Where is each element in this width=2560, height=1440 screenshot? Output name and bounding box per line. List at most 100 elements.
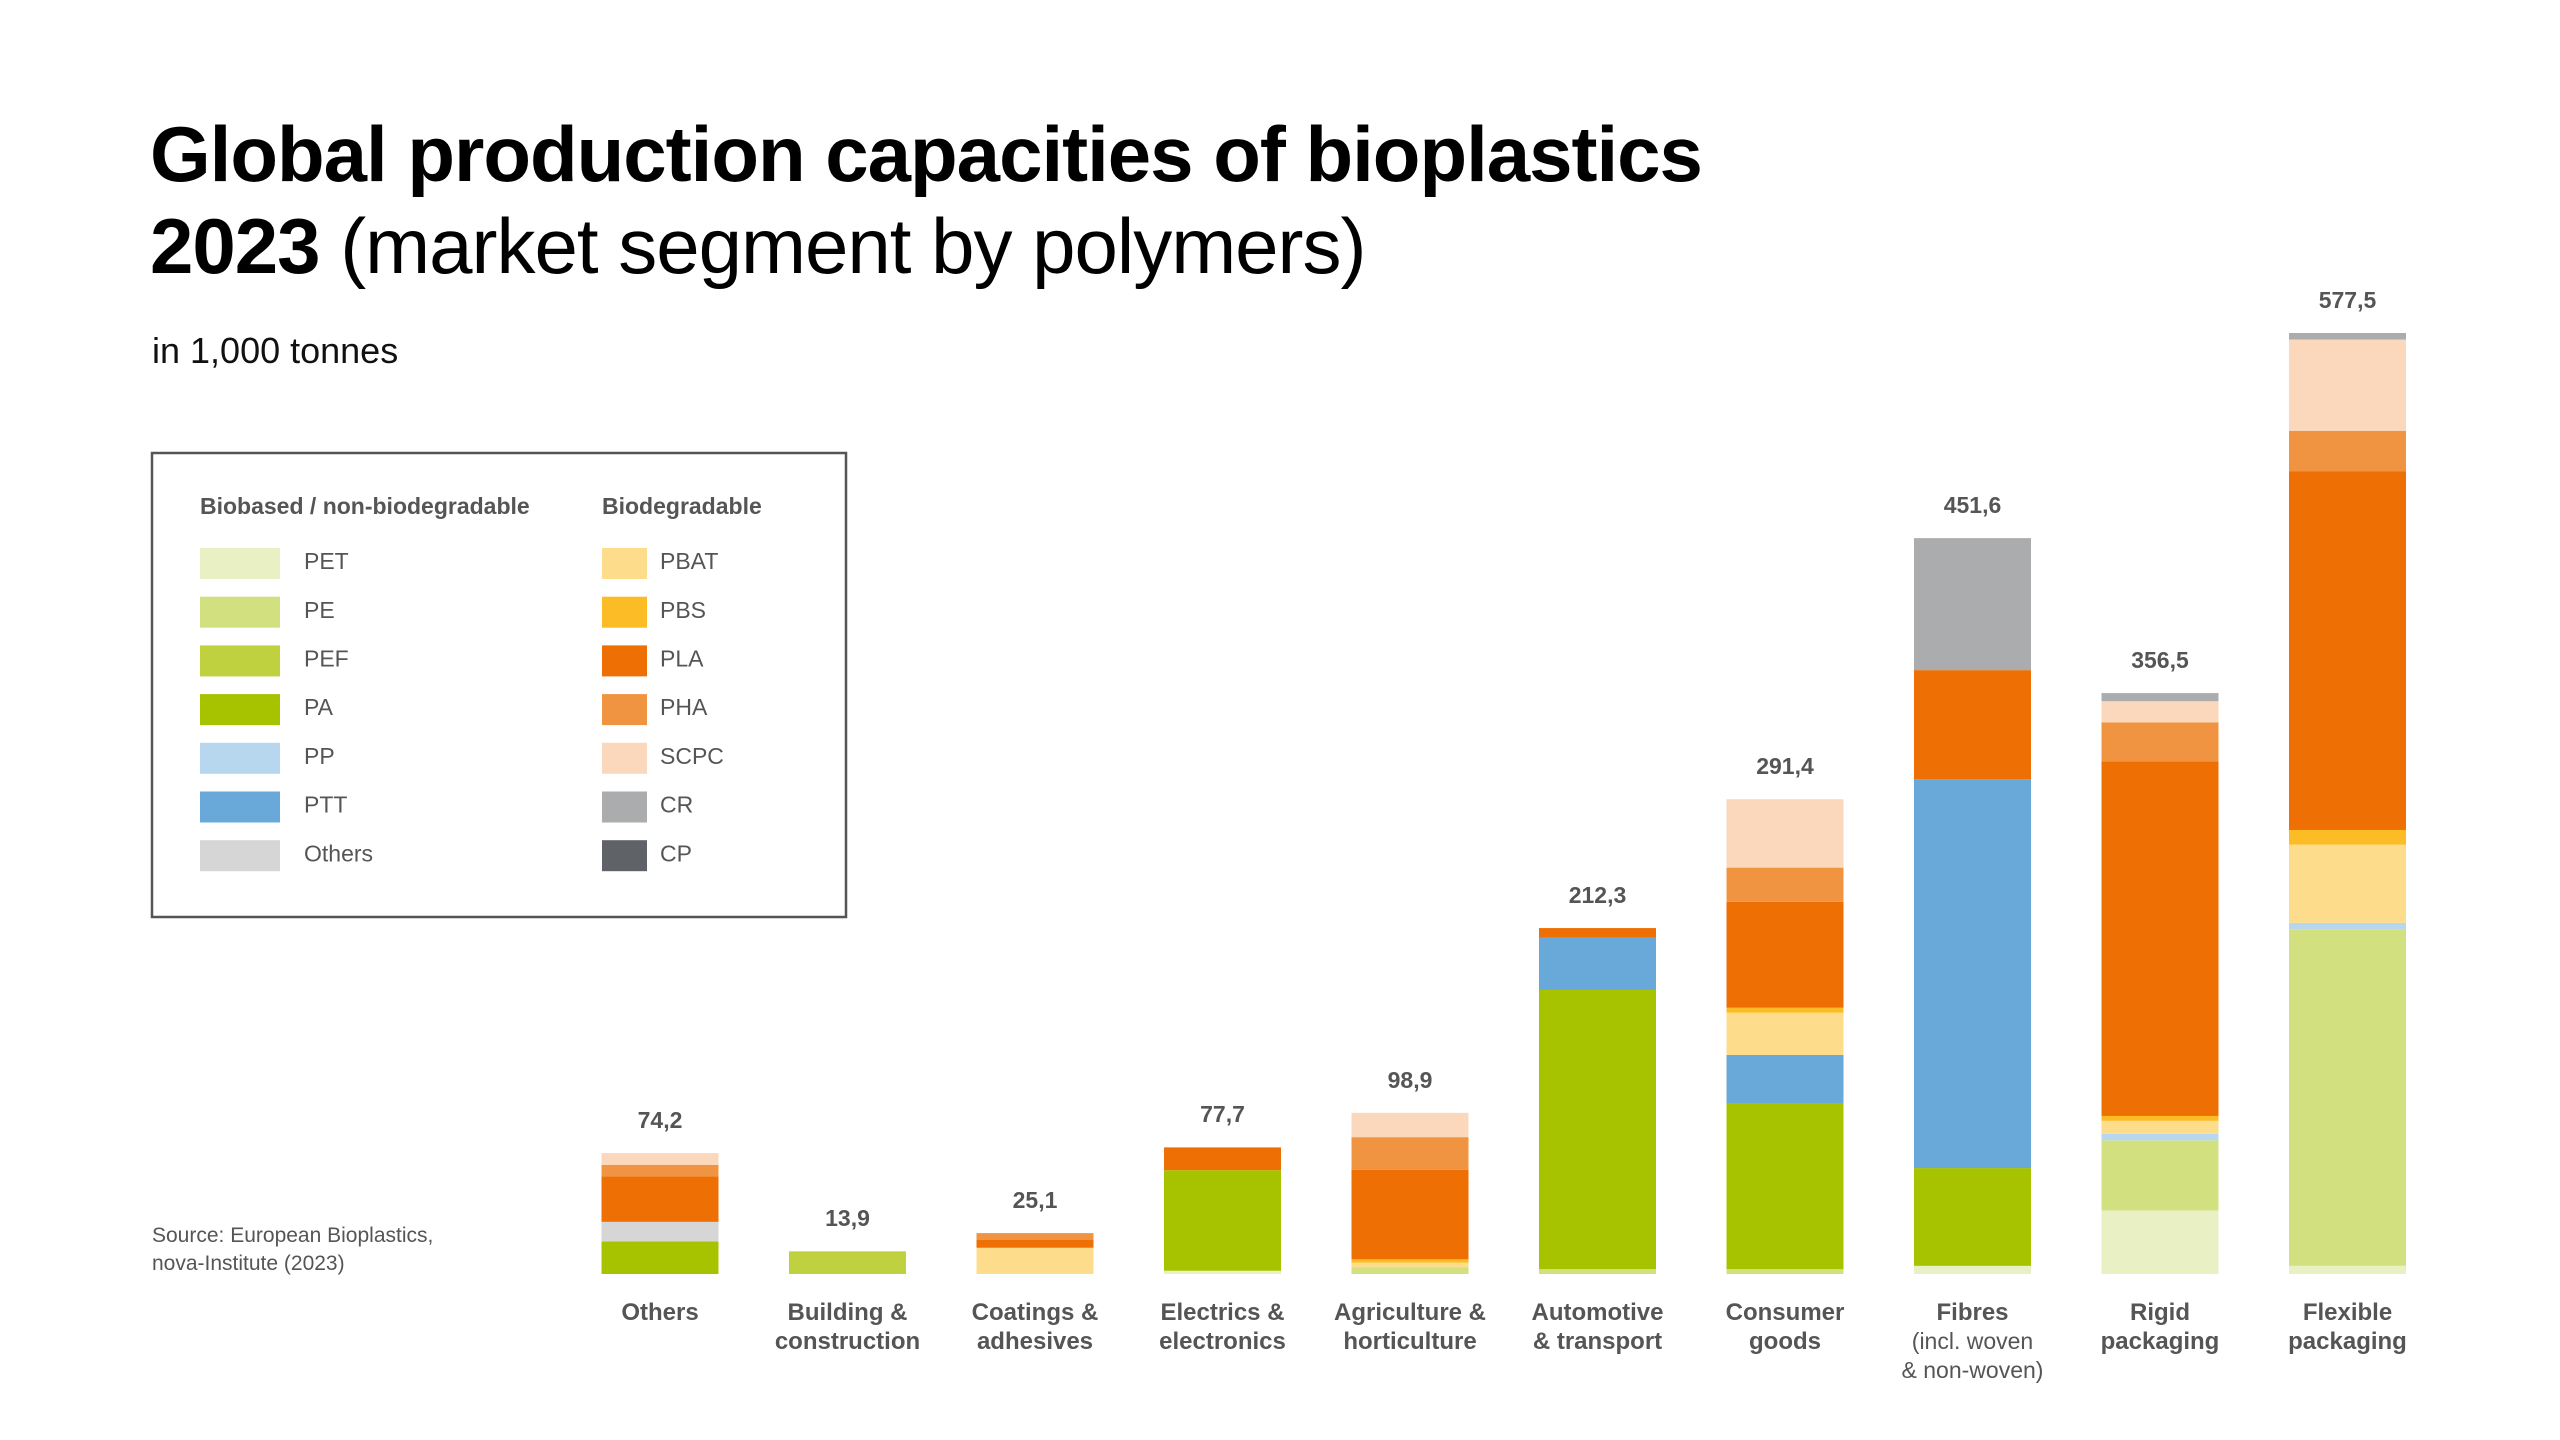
chart-title: Global production capacities of bioplast… <box>150 108 1703 292</box>
bar-segment <box>2289 430 2406 472</box>
bar-segment <box>976 1247 1094 1274</box>
bar-segment <box>789 1251 906 1274</box>
legend-label: PTT <box>304 792 347 818</box>
total-label: 74,2 <box>637 1107 683 1134</box>
bar-segment <box>1914 1265 2031 1274</box>
bar-segment <box>601 1153 719 1165</box>
legend-label: PP <box>304 743 335 769</box>
bar-segment <box>1351 1137 1469 1170</box>
legend-group-title: Biobased / non-biodegradable <box>200 493 530 519</box>
legend-label: PE <box>304 597 335 623</box>
x-tick-label: Others <box>621 1299 699 1326</box>
legend-swatch <box>200 596 280 628</box>
bar-segment <box>601 1241 719 1274</box>
unit-label: in 1,000 tonnes <box>152 330 399 371</box>
legend-swatch <box>200 694 280 726</box>
bar-segment <box>976 1233 1094 1240</box>
bar-segment <box>2101 1210 2219 1274</box>
total-label: 25,1 <box>1012 1187 1058 1214</box>
bar-segment <box>1539 1269 1656 1274</box>
total-label: 451,6 <box>1943 492 2002 519</box>
bar-segment <box>601 1164 719 1177</box>
legend-label: PBAT <box>660 548 718 574</box>
legend-swatch <box>602 840 647 872</box>
total-label: 356,5 <box>2131 647 2189 674</box>
legend-swatch <box>602 596 647 628</box>
bar-segment <box>2289 1265 2406 1274</box>
x-tick-label: Coatings & adhesives <box>971 1299 1099 1355</box>
bar-segment <box>2101 701 2219 723</box>
legend-label: PLA <box>660 645 704 671</box>
legend-swatch <box>200 791 280 823</box>
total-label: 13,9 <box>825 1205 870 1232</box>
legend-label: SCPC <box>660 743 724 769</box>
bar-segment <box>1726 1103 1844 1270</box>
category-note: (incl. woven & non-woven) <box>1901 1328 2044 1383</box>
bar-segment <box>1351 1259 1469 1263</box>
x-tick-label: Rigid packaging <box>2100 1299 2220 1355</box>
legend-swatch <box>602 791 647 823</box>
legend-group-title: Biodegradable <box>602 493 762 519</box>
bar-segment <box>1726 867 1844 902</box>
bar-segment <box>2101 1133 2219 1141</box>
bar-segment <box>1351 1262 1469 1268</box>
legend-swatch <box>200 548 280 579</box>
bar-segment <box>1164 1270 1281 1274</box>
legend-swatch <box>200 742 280 774</box>
x-tick-label: Electrics & electronics <box>1159 1299 1286 1355</box>
legend-swatch <box>200 840 280 872</box>
bar-segment <box>1726 1012 1844 1056</box>
bar-segment <box>1914 1168 2031 1266</box>
x-tick-label: Consumer goods <box>1725 1299 1845 1355</box>
bar-segment <box>2289 929 2406 1266</box>
bar-segment <box>1351 1169 1469 1260</box>
bar-segment <box>1914 779 2031 1169</box>
bar-segment <box>601 1221 719 1242</box>
bar-segment <box>1726 1269 1844 1274</box>
bar-segment <box>1539 989 1656 1270</box>
bar-segment <box>1726 1055 1844 1104</box>
total-label: 291,4 <box>1756 753 1814 780</box>
total-label: 212,3 <box>1568 882 1627 909</box>
legend-swatch <box>200 645 280 677</box>
bar-segment <box>2101 722 2219 762</box>
bar-segment <box>1164 1170 1281 1271</box>
x-tick-label: Building & construction <box>774 1299 921 1355</box>
legend-label: PBS <box>660 597 706 623</box>
bar-segment <box>1539 937 1656 990</box>
x-tick-label: Automotive & transport <box>1531 1299 1664 1355</box>
legend-swatch <box>602 645 647 677</box>
legend-label: PA <box>304 694 334 720</box>
legend-label: CP <box>660 840 692 866</box>
total-label: 577,5 <box>2318 287 2377 313</box>
bar-segment <box>1914 670 2031 780</box>
legend-label: CR <box>660 792 693 818</box>
bar-segment <box>1351 1267 1469 1274</box>
bar-segment <box>2101 761 2219 1116</box>
legend-label: PHA <box>660 694 708 720</box>
bar-segment <box>1539 928 1656 938</box>
bar-segment <box>601 1176 719 1222</box>
bar-segment <box>2101 693 2219 702</box>
bar-segment <box>2289 339 2406 431</box>
legend-label: Others <box>304 840 373 866</box>
bar-segment <box>976 1239 1094 1248</box>
bar-segment <box>2101 1115 2219 1121</box>
bar-segment <box>2101 1120 2219 1134</box>
legend-label: PEF <box>304 645 349 671</box>
source-note: Source: European Bioplastics, nova-Insti… <box>152 1224 434 1275</box>
total-label: 98,9 <box>1387 1066 1433 1093</box>
bar-segment <box>2289 844 2406 923</box>
bar-segment <box>1914 538 2031 671</box>
legend-label: PET <box>304 548 349 574</box>
bar-segment <box>2289 922 2406 930</box>
bar-segment <box>2289 829 2406 845</box>
legend-swatch <box>602 548 647 579</box>
bar-segment <box>2289 333 2406 340</box>
bar-segment <box>1726 1007 1844 1013</box>
bar-segment <box>1726 799 1844 868</box>
x-tick-label: Flexible packaging <box>2288 1299 2407 1355</box>
bar-segment <box>2289 471 2406 830</box>
